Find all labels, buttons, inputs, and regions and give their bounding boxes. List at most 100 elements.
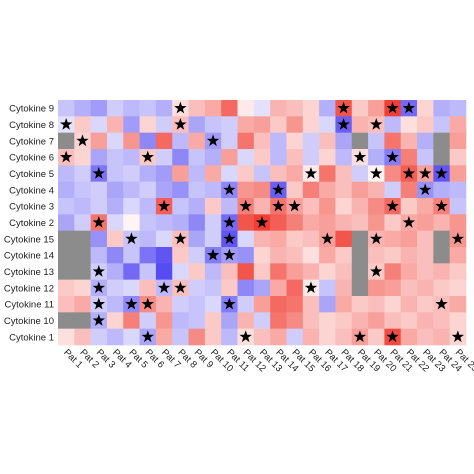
cell: [253, 198, 271, 215]
cell: [237, 279, 255, 297]
significance-star: [435, 167, 448, 179]
cell: [106, 312, 124, 329]
cell: [417, 132, 434, 150]
cell: [237, 181, 255, 199]
cell: [351, 279, 369, 297]
y-tick-label: Cytokine 6: [9, 153, 54, 164]
y-tick-label: Cytokine 11: [5, 300, 54, 311]
significance-star: [451, 232, 465, 245]
significance-star: [59, 150, 73, 163]
cell: [368, 100, 385, 117]
cell: [335, 247, 353, 264]
cell: [319, 328, 336, 346]
y-tick-label: Cytokine 13: [4, 267, 54, 278]
cell: [139, 214, 157, 231]
cell: [319, 279, 336, 297]
cell: [253, 149, 271, 166]
cell: [417, 198, 434, 215]
significance-star: [76, 134, 89, 147]
cell: [155, 165, 173, 182]
cell: [302, 198, 320, 215]
significance-star: [402, 167, 416, 179]
cell: [270, 312, 287, 329]
cell: [106, 165, 124, 182]
cell: [433, 116, 450, 133]
cell: [106, 181, 124, 199]
cell: [188, 279, 206, 297]
cell: [384, 181, 402, 199]
significance-star: [92, 314, 105, 326]
cell: [123, 198, 140, 215]
cell: [253, 263, 271, 280]
cell: [204, 328, 222, 346]
significance-star: [239, 330, 252, 343]
cell: [155, 263, 173, 280]
significance-star: [92, 281, 105, 294]
cell: [123, 214, 140, 231]
cell: [188, 100, 206, 117]
cell: [58, 198, 75, 215]
cell: [449, 116, 467, 133]
cell: [270, 149, 287, 166]
cell: [351, 116, 369, 133]
cell: [188, 296, 206, 313]
cell: [106, 230, 124, 248]
cell: [433, 247, 450, 264]
cell: [319, 132, 336, 150]
cell: [188, 263, 206, 280]
cell: [58, 328, 75, 346]
cell: [270, 328, 287, 346]
cell: [433, 132, 450, 150]
significance-star: [272, 199, 285, 212]
significance-star: [386, 330, 399, 343]
cell: [368, 214, 385, 231]
y-tick-label: Cytokine 14: [4, 251, 54, 262]
cell: [253, 296, 271, 313]
cell: [449, 198, 467, 215]
cell: [221, 132, 238, 150]
significance-star: [59, 118, 73, 130]
cell: [139, 230, 157, 248]
significance-star: [419, 183, 432, 196]
cell: [417, 279, 434, 297]
cell: [302, 149, 320, 166]
cell: [384, 132, 402, 150]
cell: [58, 247, 75, 264]
cell: [237, 263, 255, 280]
cell: [172, 247, 189, 264]
cell: [204, 100, 222, 117]
cell: [188, 214, 206, 231]
cell: [351, 263, 369, 280]
cell: [351, 181, 369, 199]
significance-star: [92, 297, 105, 310]
y-tick-label: Cytokine 12: [4, 283, 54, 294]
cell: [449, 132, 467, 150]
cell: [270, 132, 287, 150]
cell: [286, 247, 304, 264]
significance-star: [288, 199, 301, 212]
cell: [204, 312, 222, 329]
cell: [335, 165, 353, 182]
cell: [335, 296, 353, 313]
cell: [368, 198, 385, 215]
cell: [253, 181, 271, 199]
significance-star: [255, 216, 269, 228]
cell: [449, 100, 467, 117]
cell: [351, 165, 369, 182]
cell: [204, 296, 222, 313]
cell: [286, 230, 304, 248]
cell: [106, 247, 124, 264]
cell: [302, 230, 320, 248]
cell: [58, 312, 75, 329]
cell: [139, 181, 157, 199]
cell: [417, 312, 434, 329]
significance-star: [451, 330, 465, 343]
cell: [74, 312, 91, 329]
cell: [417, 149, 434, 166]
cell: [139, 279, 157, 297]
cell: [351, 230, 369, 248]
cell: [400, 198, 418, 215]
cell: [188, 230, 206, 248]
significance-star: [386, 101, 399, 114]
cell: [90, 247, 108, 264]
